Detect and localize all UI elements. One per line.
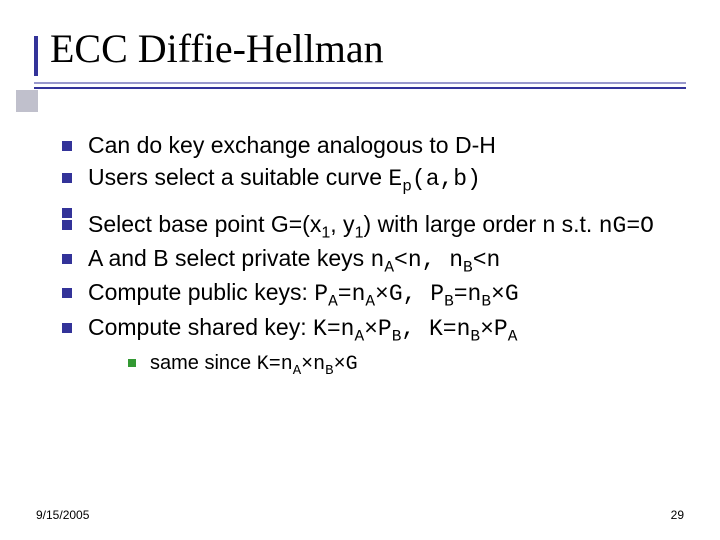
subscript: B [325,363,333,379]
subscript: B [481,293,491,311]
mono-seg: , K=n [401,316,470,342]
underline-light [34,82,686,84]
subscript: A [508,327,518,345]
mono-seg: P [314,281,328,307]
bullet-text: ) with large order n s.t. [364,211,599,237]
subscript: A [384,259,394,277]
bullet-text: same since [150,352,257,374]
bullet-item-4: A and B select private keys nA<n, nB<n [60,243,670,275]
mono-text: K=nA×PB, K=nB×PA [313,316,517,342]
title-accent-bar [34,36,38,76]
mono-text: PA=nA×G, PB=nB×G [314,281,518,307]
mono-seg: =n [454,281,482,307]
subscript: B [392,327,402,345]
bullet-text: A and B select private keys [88,245,371,271]
bullet-item-5: Compute public keys: PA=nA×G, PB=nB×G [60,277,670,309]
mono-seg: n [371,247,385,273]
bullet-item-1: Can do key exchange analogous to D-H [60,130,670,160]
subscript: B [444,293,454,311]
content-area: Can do key exchange analogous to D-H Use… [60,130,670,380]
mono-seg: ×n [301,353,325,376]
bullet-list: Can do key exchange analogous to D-H Use… [60,130,670,378]
title-container: ECC Diffie-Hellman [50,28,670,78]
subscript: B [463,259,473,277]
subscript: A [354,327,364,345]
subscript: p [402,178,412,196]
footer-date: 9/15/2005 [36,508,89,522]
mono-text: nA<n, nB<n [371,247,501,273]
mono-seg: ×P [364,316,392,342]
mono-seg: <n, n [394,247,463,273]
corner-shadow-box [16,90,38,112]
sub-bullet-list: same since K=nA×nB×G [88,350,670,378]
bullet-text: Can do key exchange analogous to D-H [88,132,496,158]
mono-seg: ×P [480,316,508,342]
spacer [60,197,670,207]
subscript: A [365,293,375,311]
subscript: B [470,327,480,345]
mono-seg: ×G, P [375,281,444,307]
mono-text: Ep(a,b) [388,166,481,192]
mono-seg: K=n [313,316,354,342]
footer-page-number: 29 [671,508,684,522]
mono-seg: =n [338,281,366,307]
subscript: 1 [355,223,364,241]
mono-seg: K=n [257,353,293,376]
subscript: A [293,363,301,379]
bullet-item-6: Compute shared key: K=nA×PB, K=nB×PA sam… [60,312,670,378]
bullet-item-3: Select base point G=(x1, y1) with large … [60,209,670,241]
page-title: ECC Diffie-Hellman [50,28,670,78]
slide: ECC Diffie-Hellman Can do key exchange a… [0,0,720,540]
bullet-text: Select base point G=(x [88,211,321,237]
sub-bullet-item-1: same since K=nA×nB×G [128,350,670,378]
title-underline [34,82,686,89]
bullet-text: Compute public keys: [88,279,314,305]
bullet-item-2: Users select a suitable curve Ep(a,b) [60,162,670,194]
mono-seg: (a,b) [412,166,481,192]
mono-text: K=nA×nB×G [257,353,358,376]
mono-seg: <n [473,247,501,273]
mono-seg: ×G [334,353,358,376]
bullet-text: , y [330,211,354,237]
subscript: A [328,293,338,311]
underline-dark [34,87,686,89]
subscript: 1 [321,223,330,241]
mono-seg: ×G [491,281,519,307]
bullet-text: Users select a suitable curve [88,164,388,190]
footer: 9/15/2005 29 [36,508,684,522]
mono-seg: E [388,166,402,192]
mono-text: nG=O [599,213,654,239]
bullet-text: Compute shared key: [88,314,313,340]
